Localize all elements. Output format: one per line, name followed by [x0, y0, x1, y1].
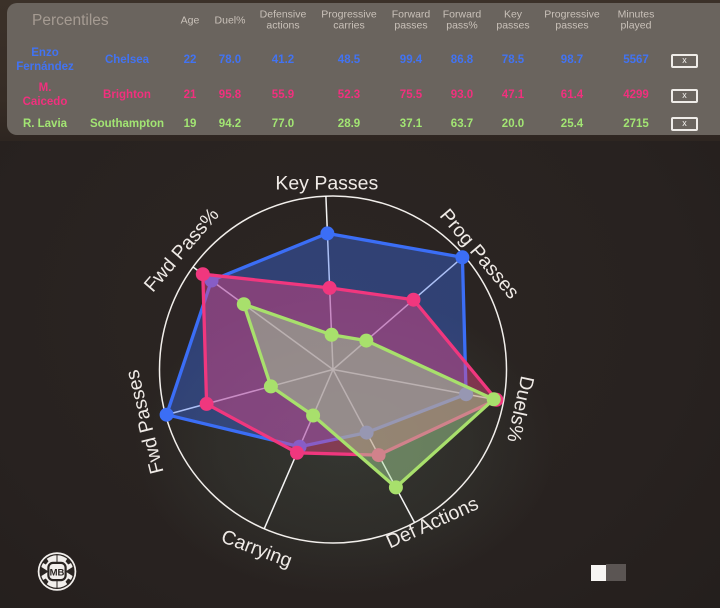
- svg-text:Key Passes: Key Passes: [275, 173, 378, 195]
- svg-text:MB: MB: [50, 567, 65, 578]
